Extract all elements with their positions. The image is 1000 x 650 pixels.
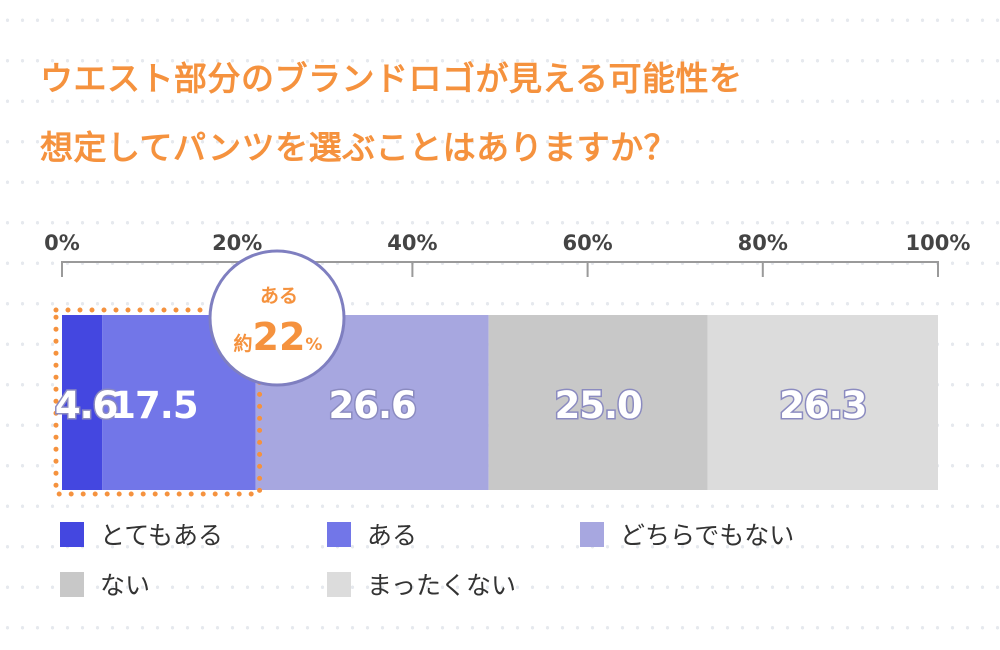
legend-swatch bbox=[327, 571, 351, 597]
callout-tail-fill bbox=[214, 314, 266, 332]
x-tick-label: 40% bbox=[387, 231, 437, 255]
x-tick-label: 100% bbox=[906, 231, 971, 255]
highlight-dotted-border bbox=[53, 307, 263, 497]
callout-label: ある bbox=[260, 285, 298, 307]
chart-title-line-1: ウエスト部分のブランドロゴが見える可能性を bbox=[40, 59, 743, 98]
bar-segment bbox=[62, 315, 103, 490]
legend-item: ある bbox=[327, 521, 417, 550]
data-label: 26.3 bbox=[779, 384, 866, 427]
legend-label: ない bbox=[100, 571, 151, 600]
x-tick-label: 60% bbox=[562, 231, 612, 255]
bar-segment bbox=[707, 315, 938, 490]
legend-label: まったくない bbox=[367, 571, 517, 600]
legend-swatch bbox=[60, 571, 84, 597]
callout-value-part: 約 bbox=[234, 332, 253, 355]
legend-item: とてもある bbox=[60, 521, 223, 550]
data-label: 26.6 bbox=[328, 384, 415, 427]
legend-label: どちらでもない bbox=[620, 521, 795, 550]
data-label: 25.0 bbox=[554, 384, 641, 427]
callout-circle bbox=[208, 249, 346, 387]
x-tick-label: 0% bbox=[44, 231, 80, 255]
x-tick-label: 20% bbox=[212, 231, 262, 255]
chart-title-line-2: 想定してパンツを選ぶことはありますか？ bbox=[40, 128, 678, 167]
legend-swatch bbox=[580, 521, 604, 547]
callout-value-part: 22 bbox=[253, 315, 306, 359]
legend-item: まったくない bbox=[327, 571, 516, 600]
legend-item: どちらでもない bbox=[580, 521, 794, 550]
data-label: 4.6 bbox=[55, 384, 118, 427]
data-label: 17.5 bbox=[110, 384, 197, 427]
legend-swatch bbox=[327, 521, 351, 547]
callout-value: 約22% bbox=[234, 315, 323, 359]
bar-segment bbox=[488, 315, 708, 490]
callout-value-part: % bbox=[305, 335, 322, 355]
x-tick-label: 80% bbox=[738, 231, 788, 255]
legend-swatch bbox=[60, 521, 84, 547]
legend-item: ない bbox=[60, 571, 150, 600]
legend-label: ある bbox=[367, 521, 418, 550]
legend-label: とてもある bbox=[100, 521, 224, 550]
